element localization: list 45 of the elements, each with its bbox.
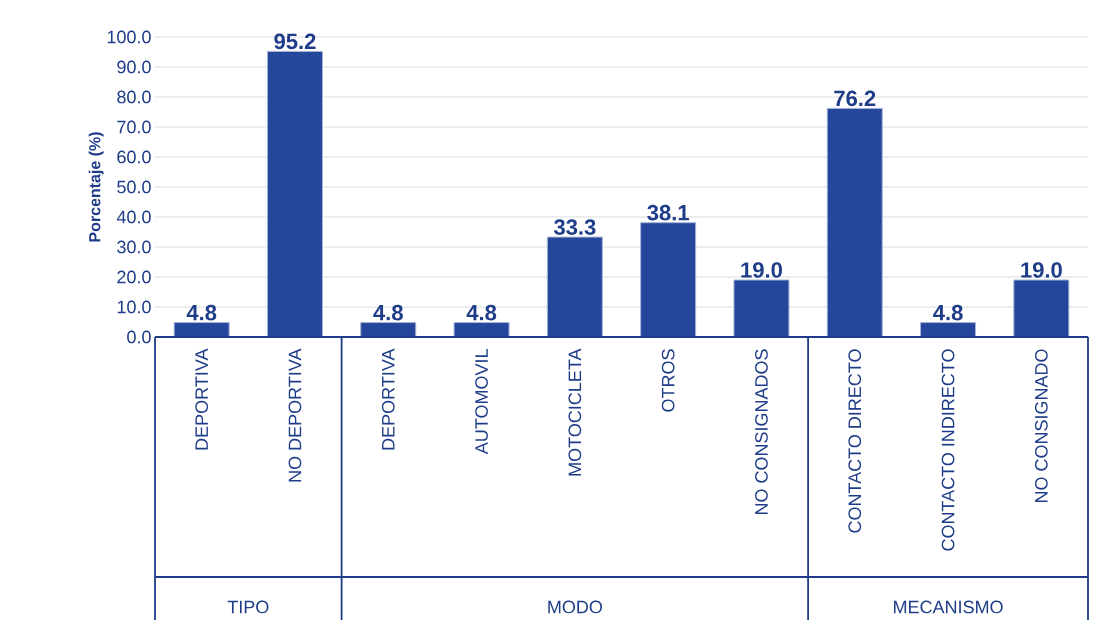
data-label: 4.8 [186,304,217,321]
bar [173,322,230,338]
y-tick-label: 60.0 [117,150,151,164]
x-tick-label: NO CONSIGNADOS [755,349,768,515]
text: MECANISMO [894,600,1003,614]
bar [640,222,697,338]
text: MODO [548,600,602,614]
y-axis-title: Porcentaje (%) [88,132,104,242]
data-label: 33.3 [553,219,596,235]
data-label: 19.0 [741,262,782,278]
bar [546,236,603,338]
x-tick-label: NO CONSIGNADO [1034,349,1048,503]
data-label: 4.8 [933,304,963,321]
y-tick-label: 20.0 [117,270,151,284]
x-tick-label: AUTOMOVIL [475,349,488,455]
bar [1013,279,1070,338]
y-tick-label: 50.0 [117,180,151,194]
x-tick-label: OTROS [661,349,675,412]
data-label: 19.0 [1021,262,1062,278]
data-label: 4.8 [466,304,497,321]
x-tick-label: CONTACTO DIRECTO [848,349,862,533]
y-tick-label: 40.0 [116,210,151,224]
y-tick-label: 30.0 [117,240,151,254]
bar [453,322,510,338]
y-tick-label: 70.0 [117,120,151,134]
y-tick-label: 100.0 [107,30,151,44]
bar [733,279,790,338]
bar [826,107,883,338]
data-label: 76.2 [834,90,876,107]
bar [266,50,323,338]
x-tick-label: NO DEPORTIVA [288,348,302,482]
bar [920,322,977,338]
x-tick-label: MOTOCICLETA [568,348,582,476]
y-tick-label: 90.0 [117,60,151,74]
data-label: 4.8 [373,304,403,321]
bar [360,322,417,338]
x-tick-label: CONTACTO INDIRECTO [941,349,955,551]
data-label: 95.2 [274,33,316,50]
y-tick-label: 10.0 [117,300,151,314]
data-label: 38.1 [647,204,689,221]
x-tick-label: DEPORTIVA [381,348,395,450]
y-tick-label: 80.0 [117,90,151,104]
y-tick-label: 0.0 [127,330,151,344]
text: TIPO [227,600,269,614]
x-tick-label: DEPORTIVA [195,348,209,450]
